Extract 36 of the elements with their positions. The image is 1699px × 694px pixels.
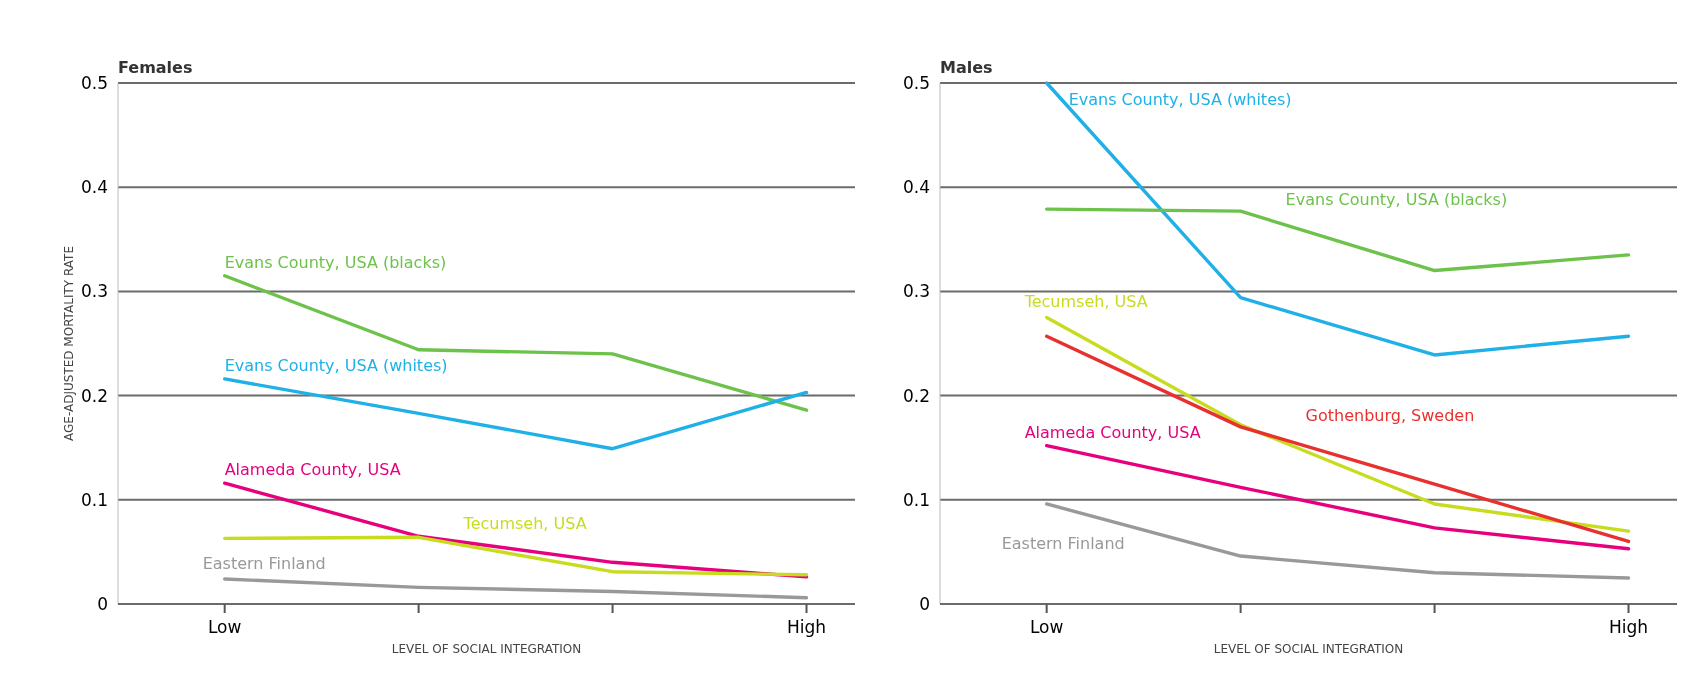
y-tick-label: 0.5 [902,73,930,93]
y-tick-label: 0.3 [902,281,930,302]
y-axis-title: AGE-ADJUSTED MORTALITY RATE [62,246,76,441]
series-label: Tecumseh, USA [462,514,587,534]
chart-title: Females [118,58,193,77]
y-tick-label: 0.1 [902,489,930,510]
y-tick-label: 0 [919,594,930,614]
y-tick-label: 0.2 [902,385,930,406]
line-series [222,274,809,412]
y-tick-label: 0.3 [80,281,108,302]
y-tick-label: 0.4 [902,177,930,198]
series-label: Evans County, USA (whites) [224,355,448,375]
series-label: Tecumseh, USA [1023,292,1148,312]
x-tick-label: High [786,617,827,637]
series-label: Evans County, USA (blacks) [1285,190,1508,210]
series-label: Alameda County, USA [224,460,401,480]
line-series [1044,207,1631,273]
series-label: Evans County, USA (blacks) [224,252,447,272]
y-tick-label: 0 [97,594,108,614]
y-tick-label: 0.2 [80,385,108,406]
series-label: Eastern Finland [202,553,326,573]
x-tick-label: Low [1029,617,1064,637]
x-axis-title: LEVEL OF SOCIAL INTEGRATION [1213,642,1404,656]
chart-title: Males [940,58,993,77]
series-label: Gothenburg, Sweden [1305,405,1475,425]
y-tick-label: 0.5 [80,73,108,93]
x-tick-label: Low [207,617,242,637]
x-axis-title: LEVEL OF SOCIAL INTEGRATION [391,642,582,656]
line-series [222,377,809,451]
series-label: Eastern Finland [1001,533,1125,553]
line-series [222,577,809,600]
series-label: Evans County, USA (whites) [1068,90,1292,109]
x-tick-label: High [1608,617,1649,637]
y-tick-label: 0.1 [80,489,108,510]
series-label: Alameda County, USA [1024,422,1201,442]
y-tick-label: 0.4 [80,177,108,198]
